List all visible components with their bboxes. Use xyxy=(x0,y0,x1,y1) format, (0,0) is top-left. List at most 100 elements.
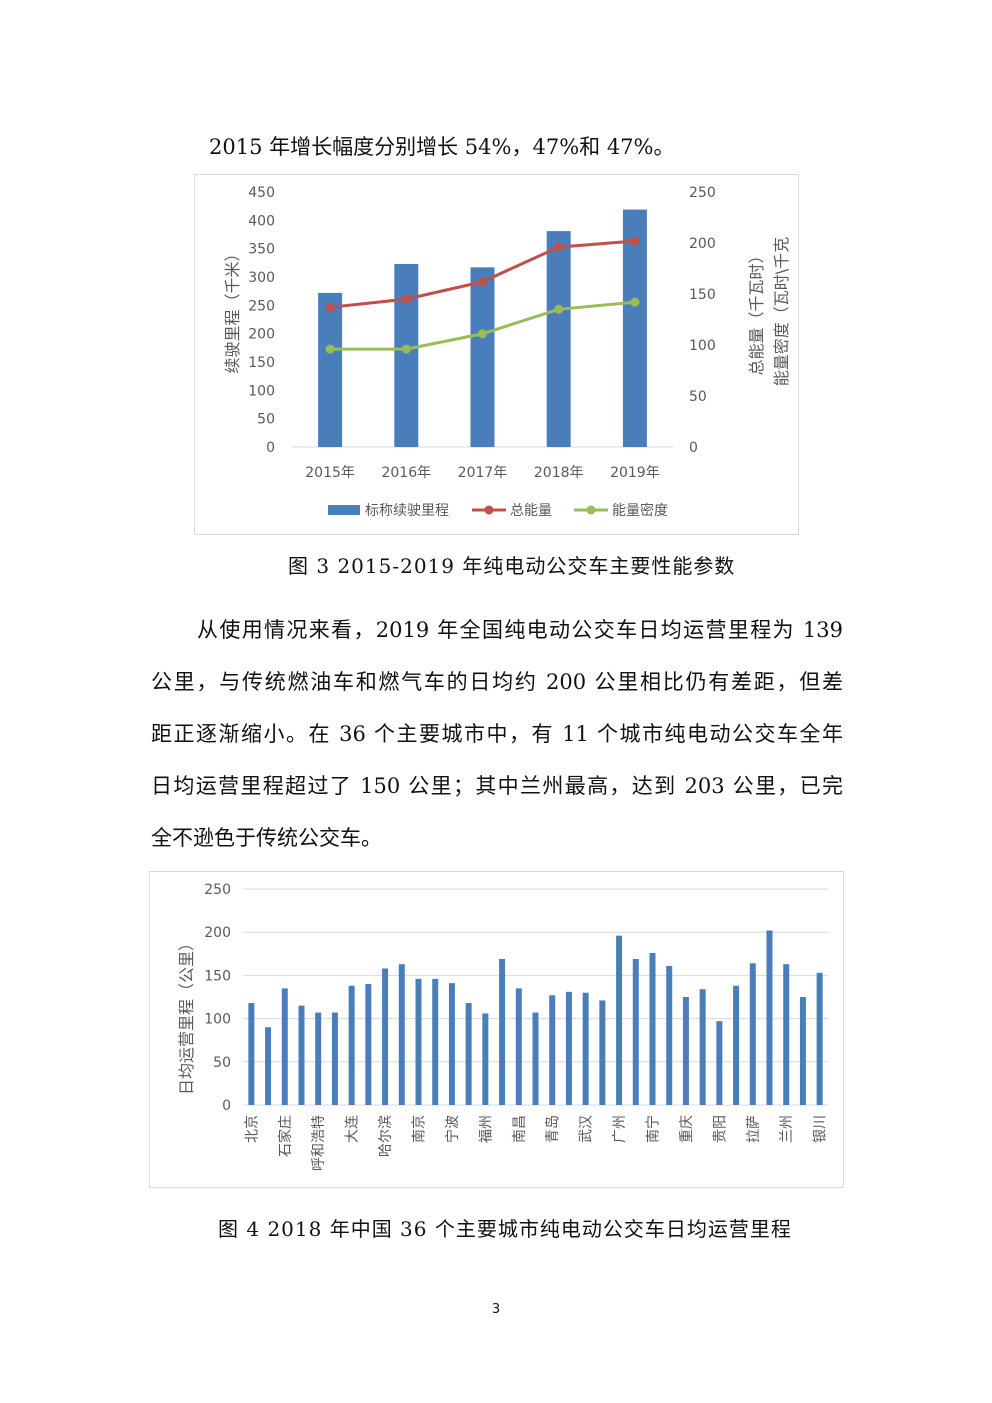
city-bar xyxy=(649,952,656,1105)
city-label: 福州 xyxy=(478,1115,494,1143)
y-tick-label: 200 xyxy=(204,925,231,941)
total-energy-point xyxy=(401,294,411,304)
city-bar xyxy=(465,1003,472,1105)
city-label: 贵阳 xyxy=(712,1115,728,1143)
city-bar xyxy=(365,984,372,1105)
y2-tick-label: 250 xyxy=(689,185,716,201)
paragraph2-line-2: 公里，与传统燃油车和燃气车的日均约 200 公里相比仍有差距，但差 xyxy=(151,670,843,694)
legend-label-total-energy: 总能量 xyxy=(510,503,552,519)
bar-2017年 xyxy=(470,267,495,447)
city-label: 武汉 xyxy=(579,1115,595,1143)
paragraph2-line-4: 日均运营里程超过了 150 公里；其中兰州最高，达到 203 公里，已完 xyxy=(151,774,843,798)
city-label: 哈尔滨 xyxy=(378,1115,394,1157)
legend-marker-energy-density xyxy=(586,505,596,515)
y-tick-label: 0 xyxy=(266,440,275,456)
paragraph2-line-3: 距正逐渐缩小。在 36 个主要城市中，有 11 个城市纯电动公交车全年 xyxy=(151,722,843,746)
city-label: 宁波 xyxy=(444,1115,461,1143)
paragraph2-line-1: 从使用情况来看，2019 年全国纯电动公交车日均运营里程为 139 xyxy=(197,618,843,642)
y-axis-title: 续驶里程（千米） xyxy=(223,245,242,373)
city-label: 银川 xyxy=(813,1115,829,1143)
energy-density-point xyxy=(478,329,487,339)
legend-label-range: 标称续驶里程 xyxy=(365,502,449,519)
legend-marker-total-energy xyxy=(484,505,494,515)
city-bar xyxy=(482,1013,489,1105)
city-bar xyxy=(515,988,522,1105)
y2-tick-label: 100 xyxy=(689,338,716,354)
total-energy-point xyxy=(554,242,564,252)
y2-tick-label: 200 xyxy=(689,236,716,252)
city-bar xyxy=(666,965,673,1105)
bar-2016年 xyxy=(394,263,419,447)
energy-density-point xyxy=(630,297,640,307)
y-tick-label: 100 xyxy=(204,1012,231,1028)
city-label: 大连 xyxy=(345,1115,361,1143)
y-tick-label: 0 xyxy=(222,1098,231,1114)
city-bar xyxy=(733,985,740,1105)
city-bar xyxy=(816,972,823,1105)
city-bar xyxy=(415,978,422,1105)
y-tick-label: 100 xyxy=(248,383,275,399)
figure4-chart: 0 50 100 150 200 250 北京 石家庄 呼和浩特 大连 哈尔滨 南京 宁波 福州 南昌 青岛武… xyxy=(149,871,844,1188)
x-tick-label: 2019年 xyxy=(610,465,660,481)
city-label: 南昌 xyxy=(512,1115,528,1143)
city-bar xyxy=(549,995,556,1105)
bar-2018年 xyxy=(546,231,571,447)
y-tick-label: 50 xyxy=(213,1055,231,1071)
city-bar xyxy=(298,1005,305,1105)
city-label: 广州 xyxy=(612,1115,628,1143)
energy-density-point xyxy=(401,344,411,354)
y-tick-label: 300 xyxy=(248,270,275,286)
legend-label-energy-density: 能量密度 xyxy=(612,502,668,519)
city-bar xyxy=(582,992,589,1105)
figure3-chart: 0 50 100 150 200 250 300 350 400 450 0 50 100 150 200 2… xyxy=(194,174,799,535)
x-tick-label: 2017年 xyxy=(458,465,508,481)
city-label: 南宁 xyxy=(645,1115,662,1143)
y2-tick-label: 0 xyxy=(689,440,698,456)
y2-tick-label: 50 xyxy=(689,389,707,405)
city-bar xyxy=(382,968,389,1105)
city-bar xyxy=(281,988,288,1105)
total-energy-point xyxy=(325,302,335,312)
y-tick-label: 400 xyxy=(248,213,275,229)
y2-tick-label: 150 xyxy=(689,287,716,303)
city-bar xyxy=(799,997,806,1105)
y-tick-label: 200 xyxy=(248,327,275,343)
bar-2019年 xyxy=(622,209,647,447)
city-bar xyxy=(716,1021,723,1105)
city-bar xyxy=(398,964,405,1105)
city-label: 北京 xyxy=(244,1115,260,1143)
x-tick-label: 2018年 xyxy=(534,465,584,481)
figure3-svg: 0 50 100 150 200 250 300 350 400 450 0 50 100 150 200 2… xyxy=(223,185,791,519)
energy-density-point xyxy=(325,344,335,354)
city-label: 兰州 xyxy=(779,1115,795,1143)
energy-density-point xyxy=(554,304,564,314)
city-bar xyxy=(265,1027,272,1105)
city-label: 南京 xyxy=(412,1115,428,1143)
city-bar xyxy=(616,935,623,1105)
figure4-caption: 图 4 2018 年中国 36 个主要城市纯电动公交车日均运营里程 xyxy=(218,1217,792,1241)
city-label: 青岛 xyxy=(545,1115,561,1143)
city-bar xyxy=(632,958,639,1105)
y-tick-label: 150 xyxy=(204,968,231,984)
legend: 标称续驶里程 总能量 能量密度 xyxy=(328,502,668,519)
city-bar xyxy=(248,1003,255,1105)
city-label: 拉萨 xyxy=(746,1115,762,1143)
y2-axis-title-2: 能量密度（瓦时\千克 xyxy=(772,237,791,386)
figure3-caption: 图 3 2015-2019 年纯电动公交车主要性能参数 xyxy=(288,554,736,578)
x-tick-label: 2016年 xyxy=(381,465,431,481)
page-number: 3 xyxy=(491,1302,501,1317)
total-energy-point xyxy=(478,277,487,287)
city-bar xyxy=(448,983,455,1105)
bar-2015年 xyxy=(318,292,343,447)
y-tick-label: 250 xyxy=(204,882,231,898)
paragraph2-line-5: 全不逊色于传统公交车。 xyxy=(151,826,382,850)
city-bar xyxy=(766,930,773,1105)
city-bar xyxy=(783,964,790,1105)
y-tick-label: 250 xyxy=(248,298,275,314)
y-tick-label: 350 xyxy=(248,242,275,258)
city-bar xyxy=(749,963,756,1105)
figure4-svg: 0 50 100 150 200 250 北京 石家庄 呼和浩特 大连 哈尔滨 南京 宁波 福州 南昌 青岛武… xyxy=(177,882,829,1171)
city-label: 呼和浩特 xyxy=(311,1115,327,1171)
total-energy-point xyxy=(630,236,640,246)
city-bar xyxy=(499,958,506,1105)
